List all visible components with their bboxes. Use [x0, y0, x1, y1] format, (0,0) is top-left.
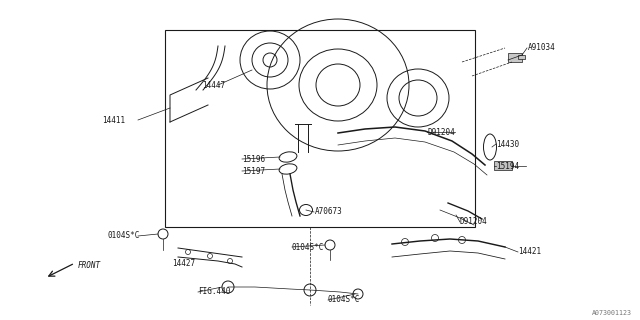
Text: D91204: D91204 — [460, 218, 488, 227]
Text: 15196: 15196 — [242, 155, 265, 164]
Text: 14421: 14421 — [518, 247, 541, 257]
Bar — [508, 53, 522, 62]
Bar — [165, 30, 475, 227]
Bar — [494, 161, 512, 170]
Text: FIG.440: FIG.440 — [198, 287, 230, 297]
Text: A70673: A70673 — [315, 207, 343, 217]
Text: A073001123: A073001123 — [592, 310, 632, 316]
Text: 14411: 14411 — [102, 116, 125, 124]
Text: 15194: 15194 — [496, 162, 519, 171]
Text: FRONT: FRONT — [78, 260, 101, 269]
Text: 0104S*C: 0104S*C — [108, 231, 140, 241]
Text: 14447: 14447 — [202, 81, 225, 90]
Text: 0104S*C: 0104S*C — [292, 243, 324, 252]
Bar — [518, 55, 525, 59]
Text: 0104S*C: 0104S*C — [328, 295, 360, 305]
Text: D91204: D91204 — [428, 127, 456, 137]
Text: 15197: 15197 — [242, 166, 265, 175]
Text: 14427: 14427 — [172, 259, 195, 268]
Text: 14430: 14430 — [496, 140, 519, 148]
Text: A91034: A91034 — [528, 44, 556, 52]
